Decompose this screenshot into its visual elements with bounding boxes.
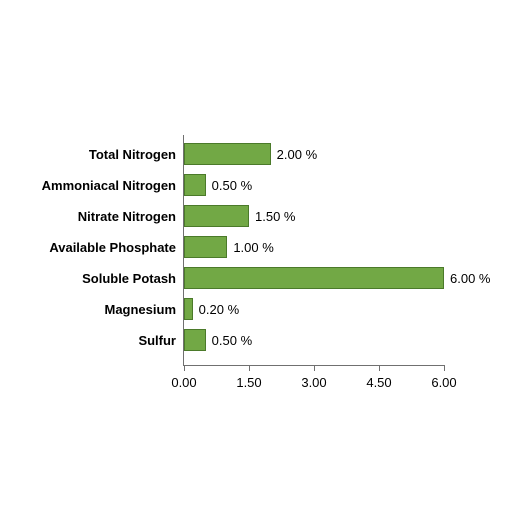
- bar-outline: [184, 298, 193, 320]
- category-label: Soluble Potash: [82, 271, 176, 286]
- category-label: Ammoniacal Nitrogen: [42, 178, 176, 193]
- bar-outline: [184, 267, 444, 289]
- bar-outline: [184, 205, 249, 227]
- category-label: Available Phosphate: [49, 240, 176, 255]
- nutrient-bar-chart: Total Nitrogen 2.00 % Ammoniacal Nitrogen 0…: [0, 0, 510, 510]
- x-tick-label: 6.00: [431, 375, 456, 390]
- value-label: 0.20 %: [199, 302, 239, 317]
- value-label: 2.00 %: [277, 147, 317, 162]
- bar-outline: [184, 329, 206, 351]
- x-tick-mark: [314, 365, 315, 371]
- x-tick-label: 0.00: [171, 375, 196, 390]
- value-label: 1.00 %: [233, 240, 273, 255]
- value-label: 0.50 %: [212, 178, 252, 193]
- x-tick-label: 3.00: [301, 375, 326, 390]
- x-tick-mark: [184, 365, 185, 371]
- value-label: 6.00 %: [450, 271, 490, 286]
- category-label: Sulfur: [138, 333, 176, 348]
- value-label: 1.50 %: [255, 209, 295, 224]
- x-tick-mark: [249, 365, 250, 371]
- x-tick-label: 4.50: [366, 375, 391, 390]
- x-tick-mark: [444, 365, 445, 371]
- x-tick-mark: [379, 365, 380, 371]
- bar-outline: [184, 174, 206, 196]
- category-label: Magnesium: [104, 302, 176, 317]
- value-label: 0.50 %: [212, 333, 252, 348]
- bar-outline: [184, 236, 227, 258]
- bar-outline: [184, 143, 271, 165]
- x-tick-label: 1.50: [236, 375, 261, 390]
- category-label: Total Nitrogen: [89, 147, 176, 162]
- category-label: Nitrate Nitrogen: [78, 209, 176, 224]
